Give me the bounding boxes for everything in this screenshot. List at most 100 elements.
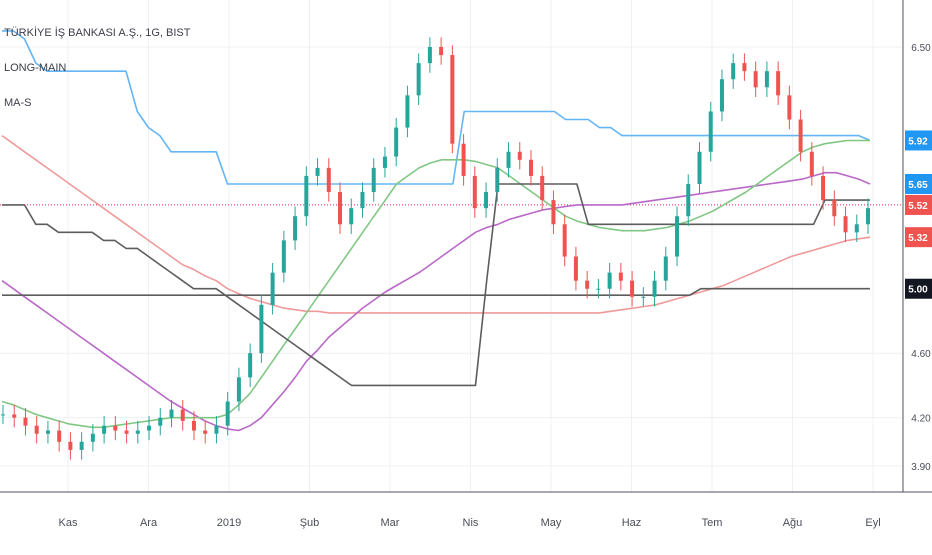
candle-body [405, 95, 410, 128]
price-badge-label: 5.32 [908, 233, 928, 244]
candle-body [169, 409, 174, 418]
candle-body [551, 200, 556, 225]
legend-indicator-ma-s[interactable]: MA-S [4, 97, 32, 109]
candle-body [147, 425, 152, 431]
price-badge [905, 278, 932, 299]
candle-body [484, 192, 489, 209]
candle-body [57, 430, 62, 442]
candle-body [113, 425, 118, 431]
candle-body [663, 256, 668, 281]
candle-body [427, 47, 432, 64]
series-line [2, 183, 870, 387]
candle-body [607, 272, 612, 289]
candle-body [326, 167, 331, 193]
candle-body [293, 216, 298, 241]
candle-body [304, 175, 309, 217]
price-badge-label: 5.52 [908, 201, 928, 212]
candle-body [124, 430, 129, 434]
candle-body [102, 425, 107, 434]
candle-body [708, 111, 713, 152]
x-tick-label: Eyl [865, 517, 880, 529]
candle-body [45, 430, 50, 434]
price-badge-label: 5.92 [908, 136, 928, 147]
candle-body [776, 71, 781, 96]
x-tick-label: 2019 [217, 517, 241, 529]
candle-body [866, 208, 870, 225]
price-badge [905, 130, 932, 151]
y-tick-label: 6.50 [911, 43, 931, 54]
price-badge-label: 5.65 [908, 180, 928, 191]
candle-body [675, 216, 680, 257]
price-badge [905, 227, 932, 248]
candle-body [528, 159, 533, 176]
candle-body [214, 425, 219, 434]
candle-body [787, 95, 792, 120]
candle-body [753, 71, 758, 88]
candle-body [495, 167, 500, 193]
x-tick-label: Nis [463, 517, 479, 529]
candle-body [259, 304, 264, 354]
price-badge [905, 173, 932, 194]
candle-body [686, 183, 691, 217]
candle-body [798, 119, 803, 152]
legend-indicator-long-main[interactable]: LONG-MAIN [4, 62, 67, 74]
candle-body [371, 167, 376, 193]
candle-body [23, 417, 28, 426]
candle-body [764, 71, 769, 88]
candle-body [843, 216, 848, 233]
candle-body [506, 151, 511, 168]
x-tick-label: Tem [702, 517, 723, 529]
candle-body [68, 441, 73, 450]
x-tick-label: May [541, 517, 562, 529]
candle-body [360, 192, 365, 209]
candle-body [585, 280, 590, 289]
candle-body [394, 127, 399, 157]
candle-body [596, 288, 601, 290]
candle-body [652, 280, 657, 297]
candle-body [248, 353, 253, 378]
candle-body [180, 409, 185, 421]
x-tick-label: Ara [140, 517, 158, 529]
candle-body [90, 433, 95, 442]
x-tick-label: Mar [381, 517, 400, 529]
candle-body [382, 156, 387, 168]
x-tick-label: Ağu [783, 517, 803, 529]
candle-body [809, 151, 814, 176]
candle-body [191, 420, 196, 431]
candle-body [832, 200, 837, 217]
candle-body [270, 272, 275, 305]
series-line [2, 287, 870, 296]
candle-body [281, 240, 286, 273]
candle-body [158, 417, 163, 426]
series-line [1, 139, 870, 429]
candle-body [854, 224, 859, 233]
candle-body [461, 143, 466, 176]
candle-body [618, 272, 623, 281]
candle-body [439, 47, 444, 56]
candle-body [697, 151, 702, 184]
y-tick-label: 4.20 [911, 414, 931, 425]
legend-symbol-title[interactable]: TÜRKİYE İŞ BANKASI A.Ş., 1G, BIST [4, 27, 191, 39]
candle-body [338, 192, 343, 225]
candle-body [517, 151, 522, 160]
candle-body [742, 63, 747, 72]
candle-body [641, 296, 646, 298]
series-line [1, 171, 871, 432]
y-tick-label: 4.60 [911, 349, 931, 360]
x-tick-label: Haz [622, 517, 642, 529]
candle-body [562, 224, 567, 257]
candle-body [135, 430, 140, 434]
series-line [2, 30, 871, 185]
candle-body [731, 63, 736, 80]
x-tick-label: Şub [300, 517, 320, 529]
candle-body [719, 79, 724, 112]
candle-body [203, 430, 208, 434]
candle-body [1, 414, 5, 416]
candle-body [416, 63, 421, 96]
candle-body [34, 425, 39, 434]
candle-body [315, 167, 320, 176]
candle-body [821, 175, 826, 201]
candle-body [573, 256, 578, 281]
series-line [1, 134, 871, 314]
